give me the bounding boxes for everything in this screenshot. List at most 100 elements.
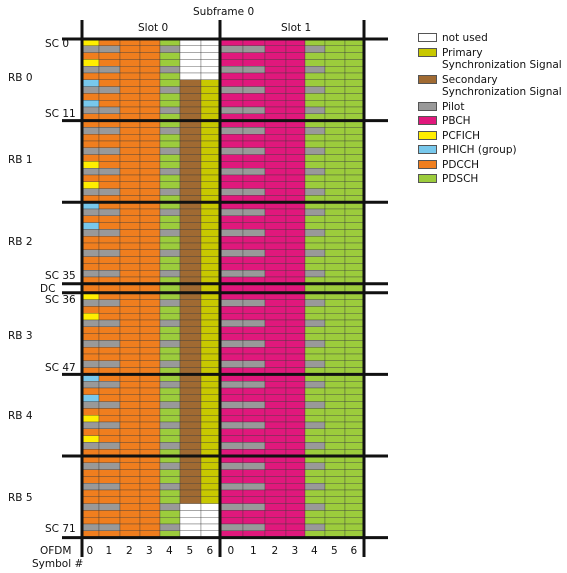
cell-pbch: [219, 59, 244, 67]
cell-pdcch: [119, 222, 141, 230]
cell-pdcch: [119, 469, 141, 477]
cell-pdcch: [98, 134, 121, 142]
cell-pdcch: [81, 476, 100, 484]
cell-pilot: [219, 127, 244, 135]
cell-sss: [179, 229, 202, 237]
cell-pdcch: [139, 401, 161, 409]
cell-pbch: [219, 469, 244, 477]
cell-pdsch: [344, 353, 365, 361]
cell-pbch: [219, 496, 244, 504]
cell-pdcch: [98, 242, 121, 250]
cell-pilot: [219, 106, 244, 114]
cell-pdcch: [139, 462, 161, 470]
cell-sss: [179, 347, 202, 355]
cell-pdsch: [324, 340, 346, 348]
cell-pilot: [242, 523, 266, 531]
cell-pbch: [285, 154, 306, 162]
cell-pdcch: [119, 45, 141, 53]
cell-pdcch: [98, 510, 121, 518]
symbol-label: 0: [86, 545, 94, 557]
cell-pbch: [264, 59, 287, 67]
legend-label: PBCH: [442, 115, 471, 127]
legend: not used Primary Synchronization Signal …: [418, 32, 567, 188]
cell-pss: [200, 326, 221, 334]
cell-pdsch: [344, 489, 365, 497]
cell-pdcch: [139, 517, 161, 525]
cell-pdcch: [139, 270, 161, 278]
cell-pcfich: [81, 59, 100, 67]
cell-pdcch: [81, 333, 100, 341]
cell-pdcch: [119, 72, 141, 80]
cell-pdcch: [139, 523, 161, 531]
cell-sss: [179, 215, 202, 223]
cell-pbch: [285, 147, 306, 155]
cell-pdsch: [159, 140, 181, 148]
cell-pbch: [219, 333, 244, 341]
cell-pdcch: [139, 360, 161, 368]
cell-pdsch: [344, 79, 365, 87]
cell-pbch: [264, 86, 287, 94]
cell-pbch: [242, 306, 266, 314]
cell-pilot: [159, 229, 181, 237]
cell-pdsch: [344, 208, 365, 216]
cell-pdcch: [81, 353, 100, 361]
cell-pbch: [264, 66, 287, 74]
cell-pdsch: [159, 489, 181, 497]
cell-pbch: [285, 415, 306, 423]
swatch-pdsch: [418, 174, 437, 183]
cell-pbch: [285, 401, 306, 409]
cell-pdcch: [139, 476, 161, 484]
cell-pilot: [81, 299, 100, 307]
cell-pilot: [304, 401, 326, 409]
cell-pbch: [264, 353, 287, 361]
cell-pbch: [285, 222, 306, 230]
cell-notused: [200, 517, 221, 525]
cell-pdcch: [139, 236, 161, 244]
cell-pss: [200, 181, 221, 189]
cell-pbch: [285, 347, 306, 355]
cell-sss: [179, 428, 202, 436]
cell-pdcch: [139, 161, 161, 169]
cell-pss: [200, 263, 221, 271]
cell-pilot: [219, 66, 244, 74]
cell-pdcch: [81, 215, 100, 223]
cell-pdsch: [344, 140, 365, 148]
cell-pss: [200, 79, 221, 87]
cell-pilot: [242, 299, 266, 307]
cell-pdsch: [344, 313, 365, 321]
cell-pdsch: [304, 408, 326, 416]
cell-pbch: [264, 215, 287, 223]
cell-pbch: [219, 353, 244, 361]
cell-pbch: [219, 161, 244, 169]
cell-pdsch: [344, 93, 365, 101]
cell-pilot: [98, 127, 121, 135]
cell-pbch: [219, 100, 244, 108]
cell-pdcch: [139, 387, 161, 395]
cell-sss: [179, 435, 202, 443]
cell-pbch: [264, 326, 287, 334]
cell-pdcch: [98, 476, 121, 484]
cell-pdcch: [81, 256, 100, 264]
cell-pbch: [285, 134, 306, 142]
cell-pdsch: [324, 106, 346, 114]
cell-pdsch: [324, 215, 346, 223]
cell-pdcch: [98, 469, 121, 477]
cell-pdcch: [81, 489, 100, 497]
cell-pilot: [81, 86, 100, 94]
cell-pbch: [219, 222, 244, 230]
cell-notused: [200, 503, 221, 511]
cell-pilot: [304, 45, 326, 53]
cell-pdsch: [304, 161, 326, 169]
cell-pilot: [304, 127, 326, 135]
cell-pdcch: [119, 161, 141, 169]
cell-pbch: [285, 435, 306, 443]
cell-pdcch: [119, 66, 141, 74]
legend-item-pbch: PBCH: [418, 115, 567, 128]
cell-pilot: [98, 421, 121, 429]
cell-pilot: [98, 188, 121, 196]
cell-pilot: [242, 360, 266, 368]
cell-pbch: [285, 86, 306, 94]
cell-pilot: [219, 462, 244, 470]
cell-phich: [81, 79, 100, 87]
cell-pdcch: [98, 161, 121, 169]
